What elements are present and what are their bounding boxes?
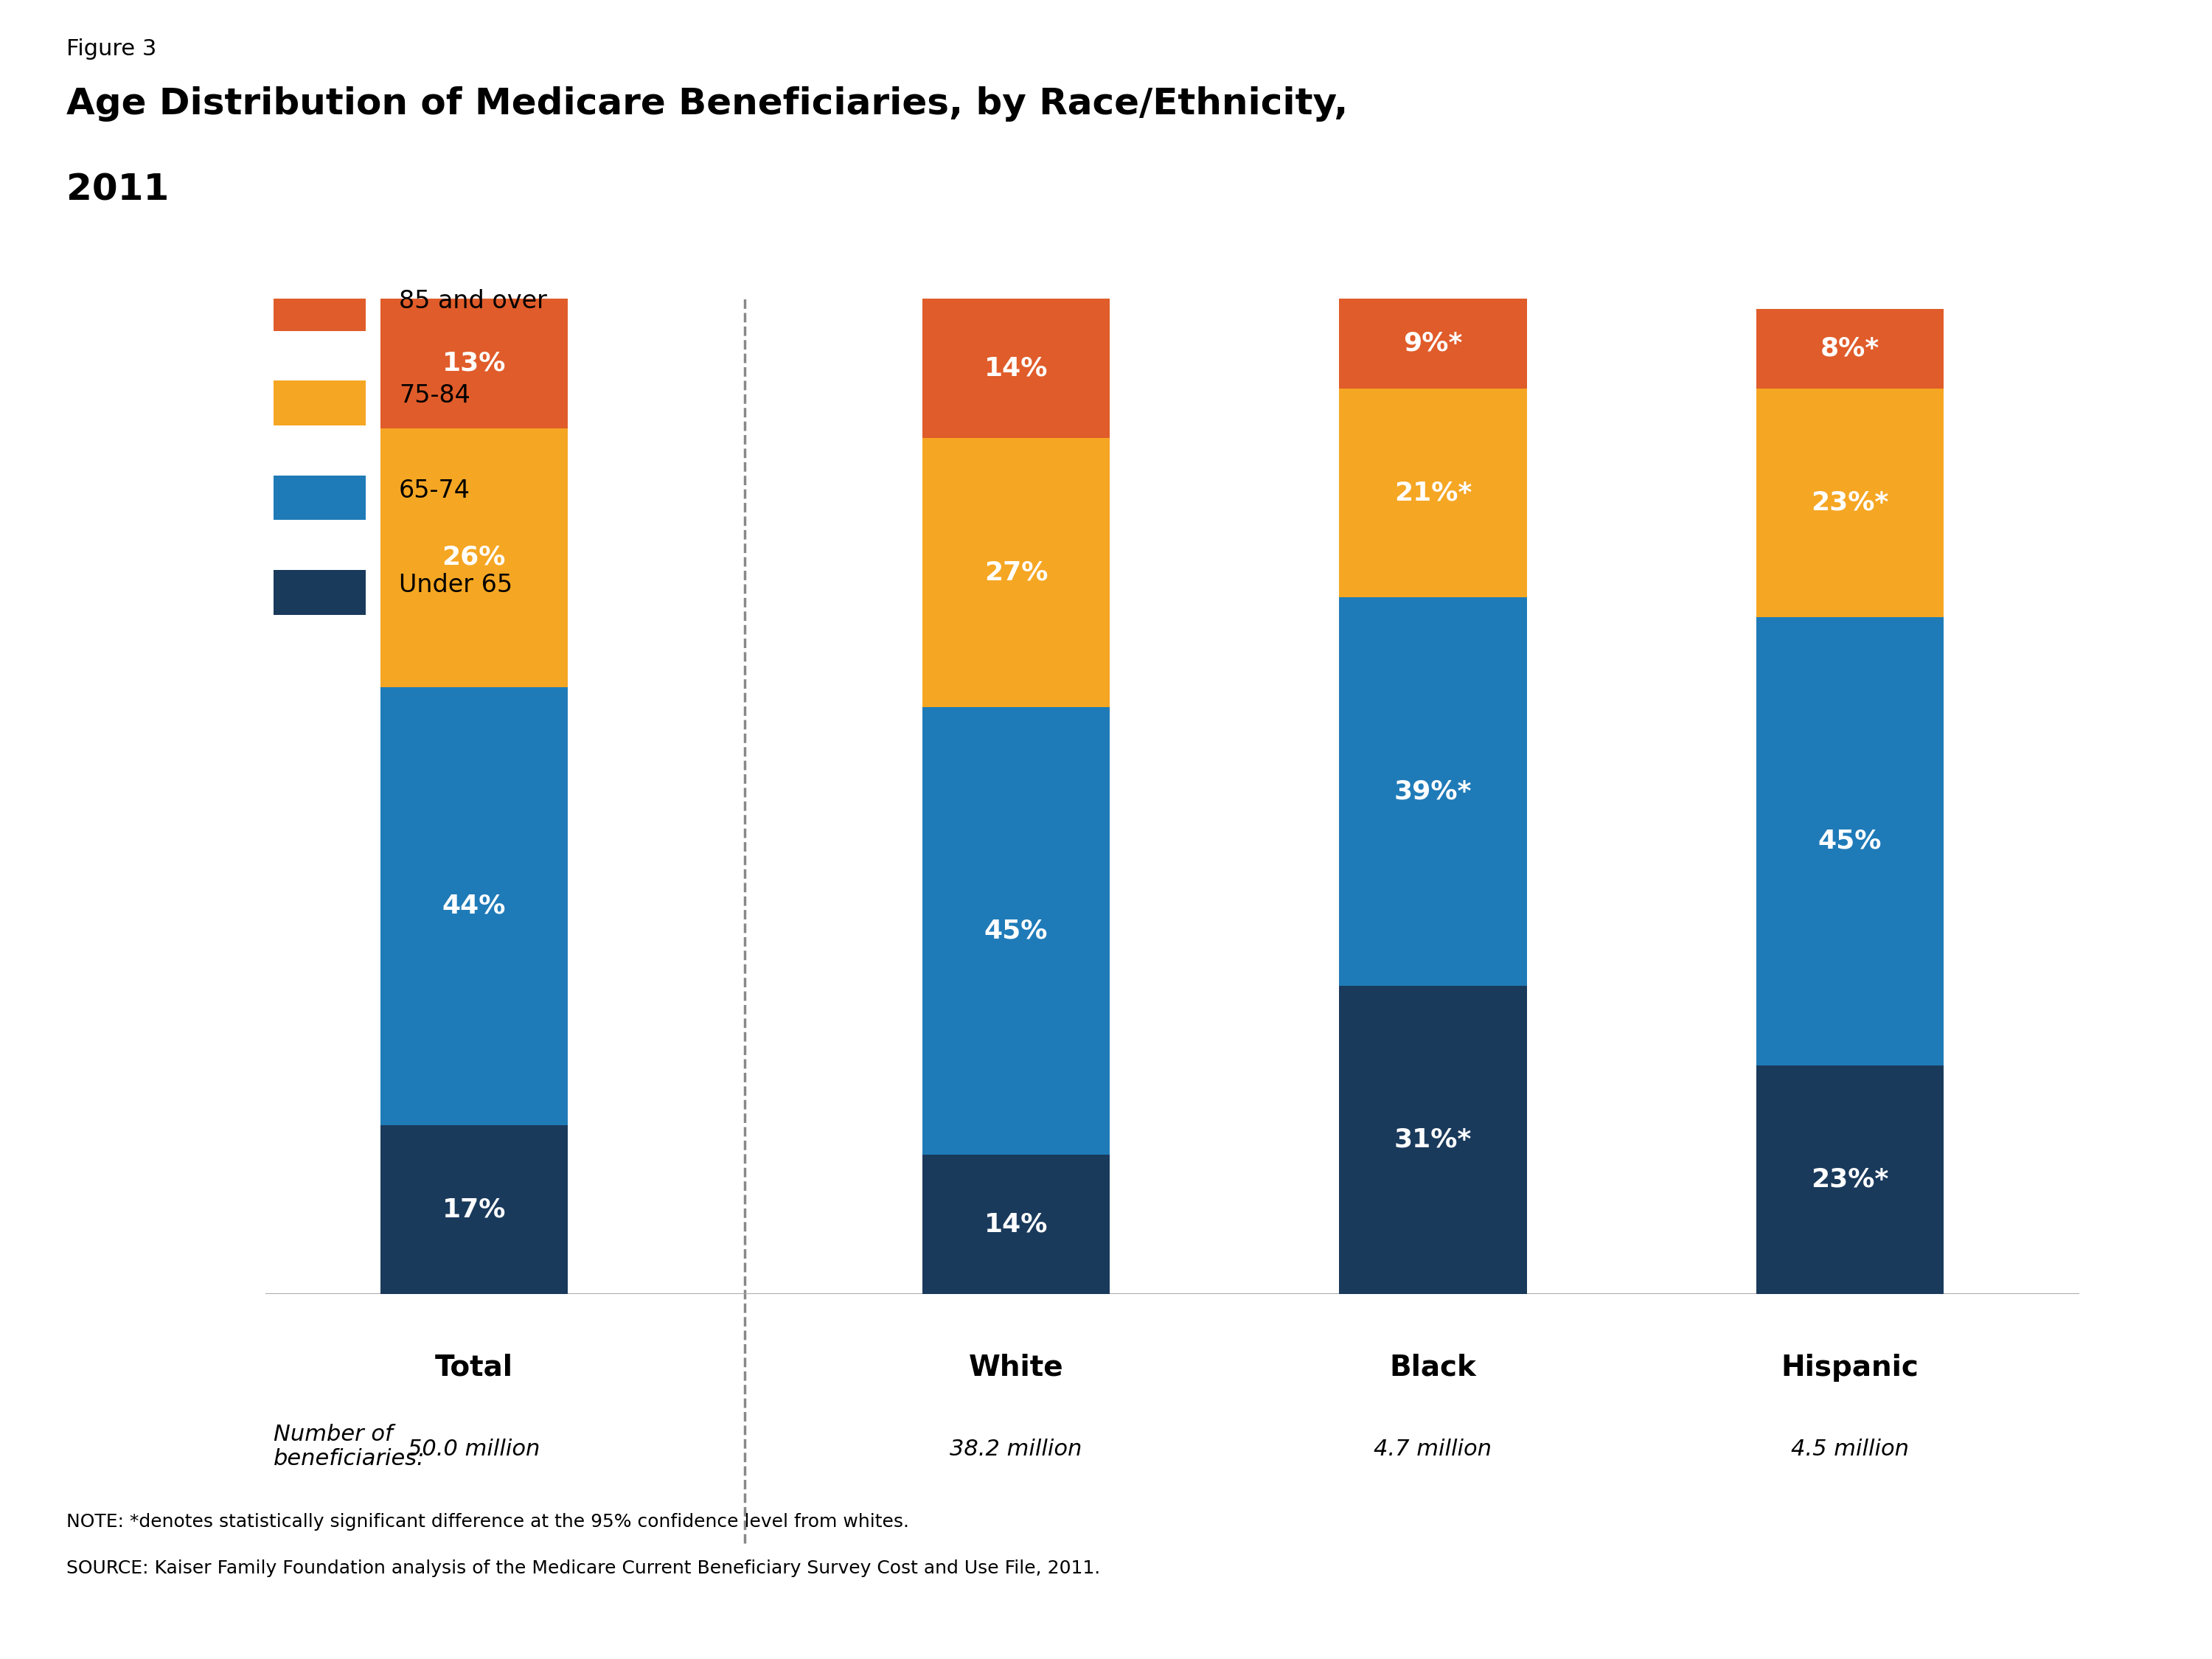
Text: 21%*: 21%*	[1394, 479, 1471, 506]
Text: FAMILY: FAMILY	[1978, 1558, 2059, 1578]
Text: Total: Total	[436, 1354, 513, 1382]
Bar	[922, 1155, 1110, 1294]
Bar	[922, 707, 1110, 1155]
Text: White: White	[969, 1354, 1064, 1382]
Text: 23%*: 23%*	[1812, 489, 1889, 516]
FancyBboxPatch shape	[274, 569, 365, 614]
Text: Black: Black	[1389, 1354, 1475, 1382]
Text: THE HENRY J.: THE HENRY J.	[1989, 1467, 2048, 1477]
FancyBboxPatch shape	[274, 285, 365, 332]
Text: 75-84: 75-84	[398, 383, 471, 408]
Text: 45%: 45%	[984, 917, 1048, 944]
Text: 23%*: 23%*	[1812, 1166, 1889, 1193]
Bar	[380, 687, 568, 1125]
Text: KAISER: KAISER	[1975, 1510, 2062, 1530]
Text: 65-74: 65-74	[398, 478, 471, 503]
Text: Hispanic: Hispanic	[1781, 1354, 1918, 1382]
Text: 31%*: 31%*	[1394, 1126, 1471, 1153]
Text: 44%: 44%	[442, 893, 507, 919]
Text: 13%: 13%	[442, 350, 507, 377]
Text: 14%: 14%	[984, 355, 1048, 382]
Bar	[1756, 388, 1944, 617]
Text: FOUNDATION: FOUNDATION	[1984, 1603, 2053, 1613]
Bar	[1756, 1065, 1944, 1294]
Bar	[1338, 985, 1526, 1294]
Bar	[380, 1125, 568, 1294]
Text: 27%: 27%	[984, 559, 1048, 586]
Text: NOTE: *denotes statistically significant difference at the 95% confidence level : NOTE: *denotes statistically significant…	[66, 1513, 909, 1531]
Bar	[380, 428, 568, 687]
Text: 45%: 45%	[1818, 828, 1882, 854]
Text: 85 and over: 85 and over	[398, 289, 546, 314]
Bar	[1338, 597, 1526, 985]
Text: 38.2 million: 38.2 million	[949, 1438, 1082, 1460]
Bar	[1756, 617, 1944, 1065]
Text: Under 65: Under 65	[398, 572, 513, 597]
Bar	[1756, 309, 1944, 388]
Bar	[1338, 388, 1526, 597]
Text: 14%: 14%	[984, 1211, 1048, 1238]
FancyBboxPatch shape	[274, 380, 365, 425]
Bar	[1338, 299, 1526, 388]
FancyBboxPatch shape	[274, 474, 365, 521]
Text: 2011: 2011	[66, 173, 168, 207]
Text: SOURCE: Kaiser Family Foundation analysis of the Medicare Current Beneficiary Su: SOURCE: Kaiser Family Foundation analysi…	[66, 1559, 1099, 1578]
Text: Number of
beneficiaries:: Number of beneficiaries:	[274, 1423, 425, 1470]
Text: 17%: 17%	[442, 1196, 507, 1223]
Text: 4.7 million: 4.7 million	[1374, 1438, 1491, 1460]
Bar	[922, 299, 1110, 438]
Bar	[380, 299, 568, 428]
Text: 50.0 million: 50.0 million	[407, 1438, 540, 1460]
Text: 8%*: 8%*	[1820, 335, 1880, 362]
Text: 26%: 26%	[442, 544, 507, 571]
Text: 39%*: 39%*	[1394, 778, 1471, 805]
Text: 4.5 million: 4.5 million	[1792, 1438, 1909, 1460]
Text: 9%*: 9%*	[1402, 330, 1462, 357]
Text: Age Distribution of Medicare Beneficiaries, by Race/Ethnicity,: Age Distribution of Medicare Beneficiari…	[66, 86, 1347, 121]
Bar	[922, 438, 1110, 707]
Text: Figure 3: Figure 3	[66, 38, 157, 60]
